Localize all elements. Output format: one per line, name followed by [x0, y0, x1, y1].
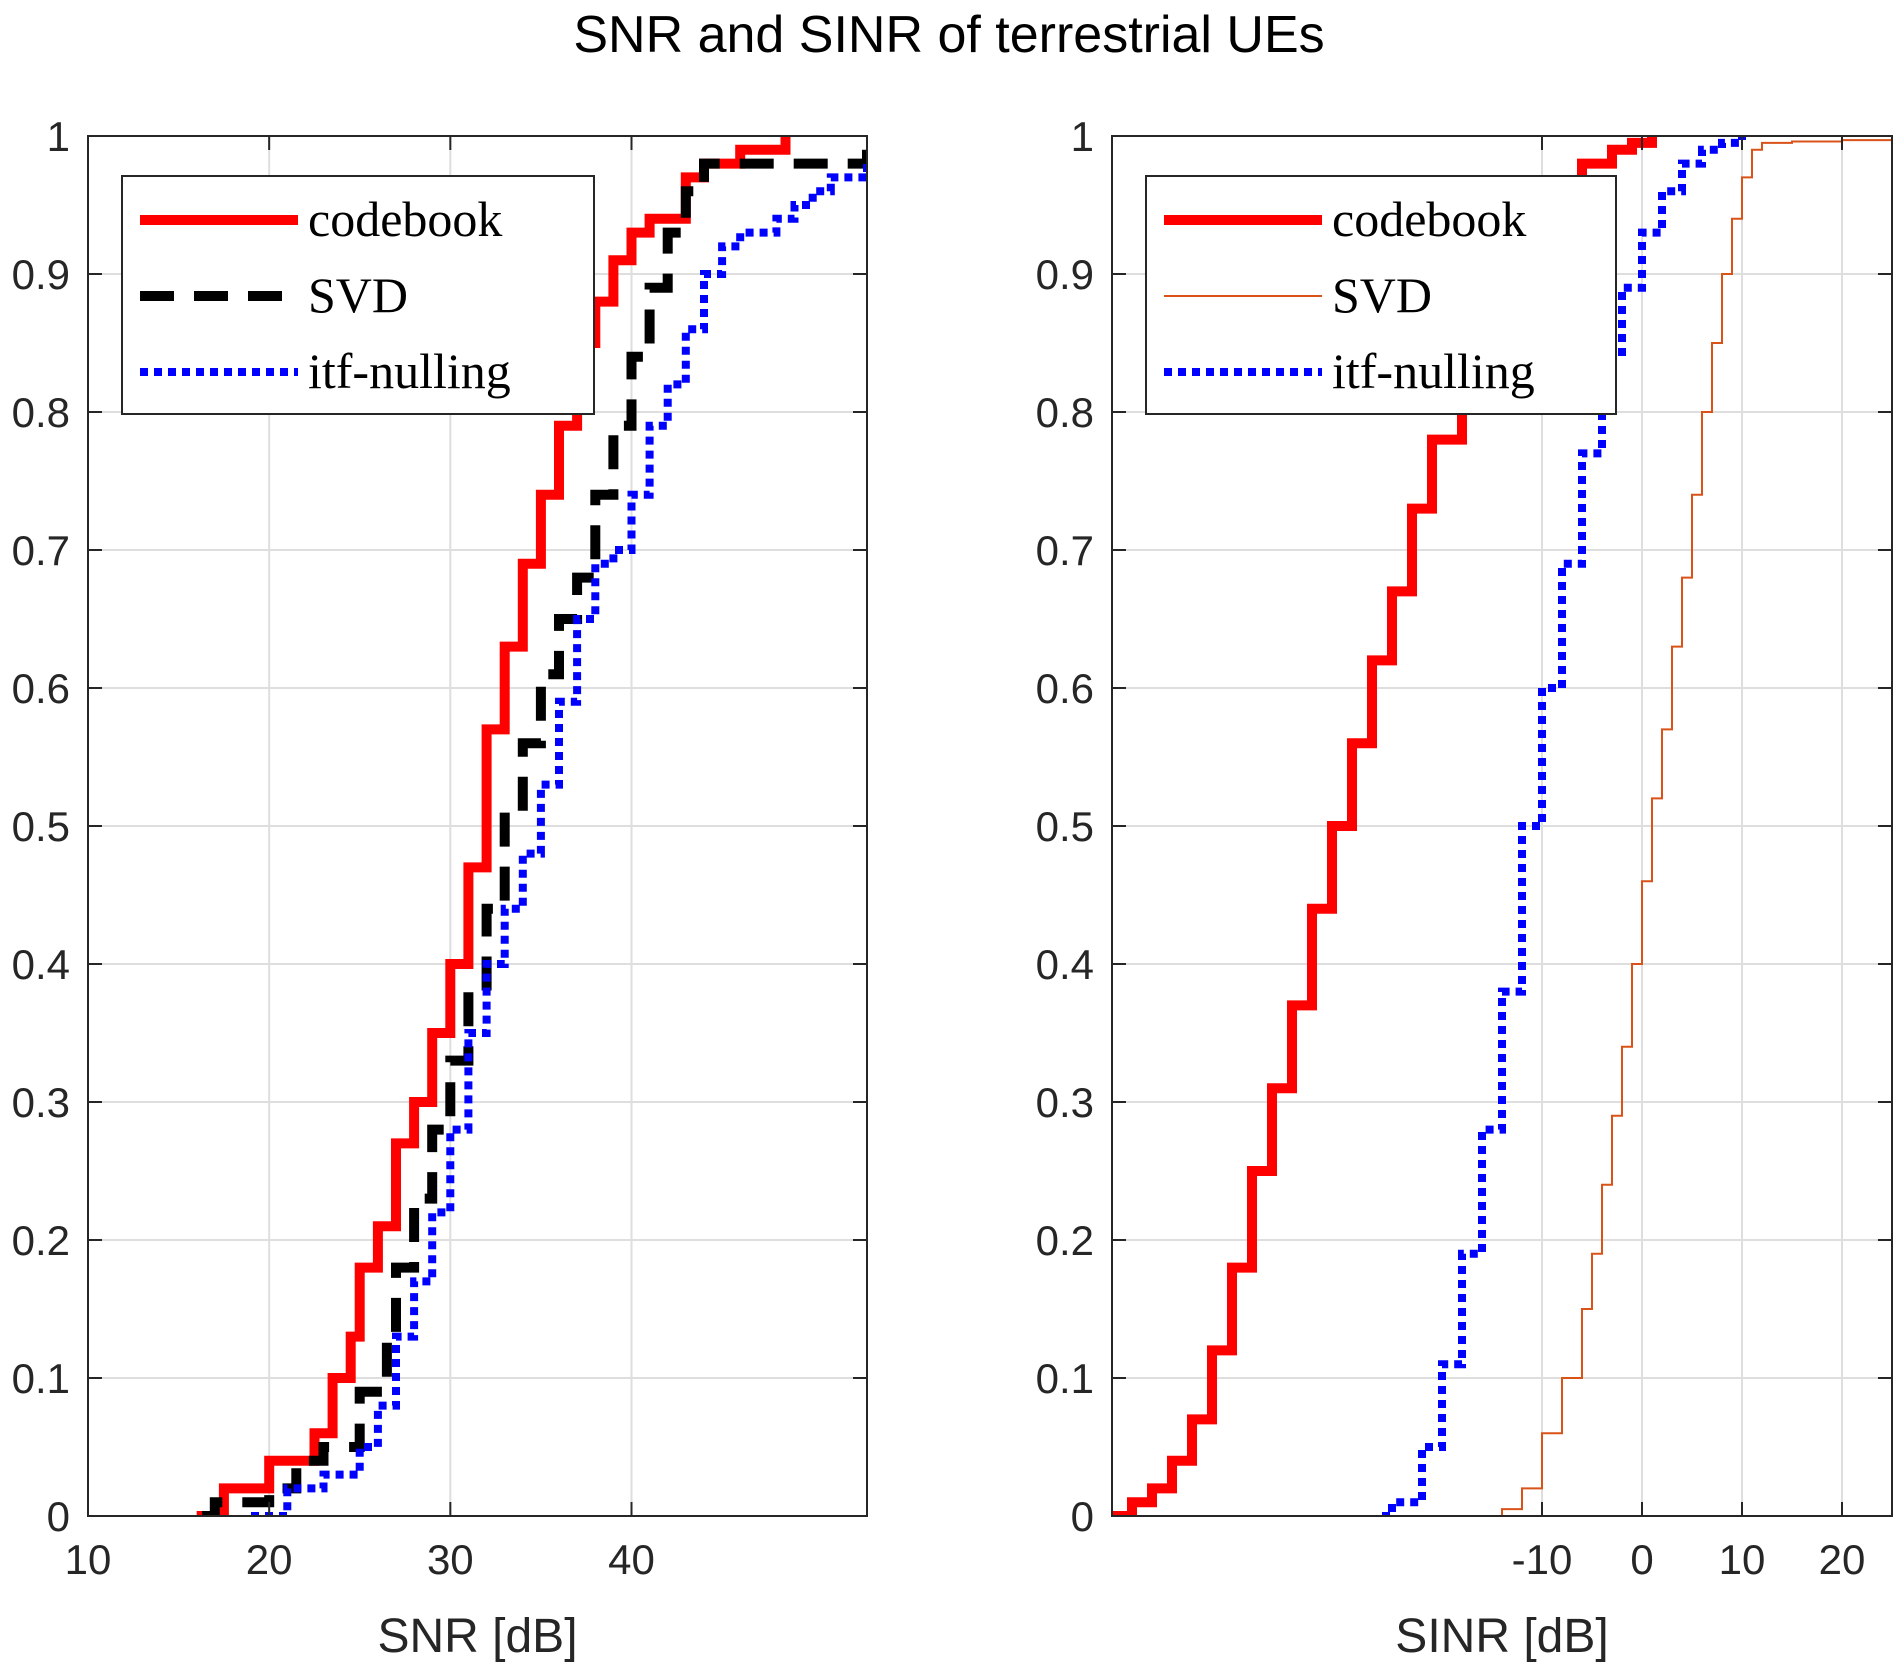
series-line-itf-nulling: [251, 163, 867, 1516]
legend-label: SVD: [1332, 267, 1432, 323]
y-tick-label: 0.1: [1036, 1355, 1094, 1402]
x-tick-label: -10: [1512, 1536, 1573, 1583]
y-tick-label: 1: [47, 113, 70, 160]
legend-label: codebook: [308, 191, 502, 247]
legend-label: itf-nulling: [308, 343, 511, 399]
x-tick-label: 20: [246, 1536, 293, 1583]
y-tick-label: 0: [1071, 1493, 1094, 1540]
legend: codebook SVD itf-nulling: [1145, 175, 1617, 415]
y-tick-label: 0.9: [12, 251, 70, 298]
legend-label: itf-nulling: [1332, 343, 1535, 399]
x-tick-label: 0: [1630, 1536, 1653, 1583]
legend-label: codebook: [1332, 191, 1526, 247]
y-tick-label: 0.8: [12, 389, 70, 436]
y-tick-label: 0.8: [1036, 389, 1094, 436]
y-tick-label: 0.4: [12, 941, 70, 988]
x-tick-label: 40: [608, 1536, 655, 1583]
y-tick-label: 0.3: [1036, 1079, 1094, 1126]
x-tick-label: 10: [1719, 1536, 1766, 1583]
y-tick-label: 0.2: [12, 1217, 70, 1264]
y-tick-label: 0.7: [12, 527, 70, 574]
x-tick-label: 20: [1819, 1536, 1866, 1583]
y-tick-label: 0: [47, 1493, 70, 1540]
y-tick-label: 0.1: [12, 1355, 70, 1402]
x-axis-label: SINR [dB]: [1395, 1610, 1608, 1663]
panel-1: 10 20 30 40 0 0.1 0.2 0.3 0.4 0.5 0.6 0.7 0.8 0.9 1 SNR…: [12, 113, 868, 1663]
y-tick-label: 0.5: [12, 803, 70, 850]
x-tick-label: 10: [65, 1536, 112, 1583]
series-line-svd: [1472, 138, 1892, 1516]
y-tick-label: 0.5: [1036, 803, 1094, 850]
panel-2: -10 0 10 20 0 0.1 0.2 0.3 0.4 0.5 0.6 0.7 0.8 0.9 1 SIN…: [1036, 113, 1893, 1663]
series-line-codebook: [196, 136, 791, 1516]
x-axis-label: SNR [dB]: [377, 1610, 577, 1663]
y-tick-label: 0.3: [12, 1079, 70, 1126]
y-tick-label: 0.4: [1036, 941, 1094, 988]
y-tick-label: 0.2: [1036, 1217, 1094, 1264]
series-line-svd: [202, 149, 867, 1516]
y-tick-label: 1: [1071, 113, 1094, 160]
legend-label: SVD: [308, 267, 408, 323]
figure-title: SNR and SINR of terrestrial UEs: [573, 6, 1324, 64]
legend: codebook SVD itf-nulling: [121, 175, 595, 415]
y-tick-label: 0.7: [1036, 527, 1094, 574]
y-tick-label: 0.6: [12, 665, 70, 712]
x-tick-label: 30: [427, 1536, 474, 1583]
y-tick-label: 0.6: [1036, 665, 1094, 712]
y-tick-label: 0.9: [1036, 251, 1094, 298]
series-line-itf-nulling: [1382, 136, 1746, 1516]
